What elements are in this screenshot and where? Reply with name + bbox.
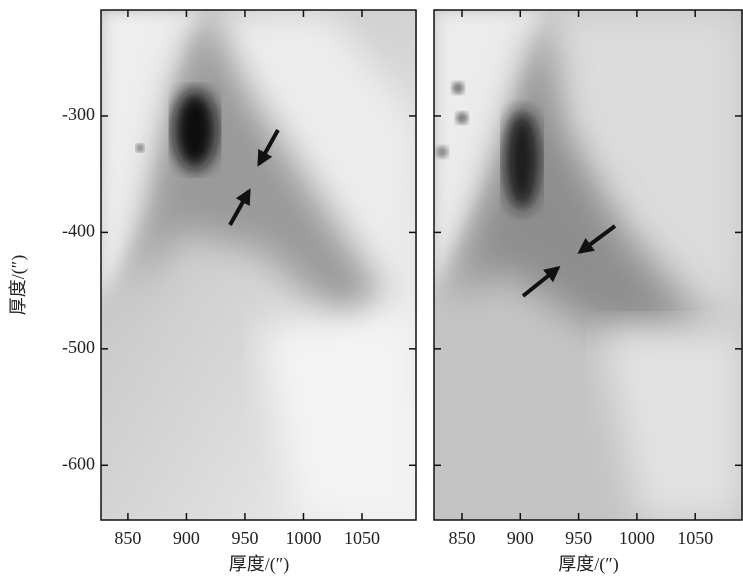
axes-frame: [100, 9, 417, 521]
x-tick-label: 1000: [619, 528, 655, 548]
arrows: [228, 129, 617, 298]
y-axis-label: 厚度/(″): [8, 255, 29, 316]
y-tick-label: -500: [62, 337, 95, 357]
axes-frame: [433, 9, 743, 521]
x-axis-label: 厚度/(″): [229, 554, 290, 575]
image-panel-2: [434, 10, 743, 520]
x-tick-label: 1050: [344, 528, 380, 548]
x-axis-label: 厚度/(″): [558, 554, 619, 575]
x-tick-label: 950: [565, 528, 592, 548]
y-tick-label: -400: [62, 221, 95, 241]
y-tick-label: -600: [62, 453, 95, 473]
x-tick-label: 1000: [285, 528, 321, 548]
x-tick-label: 900: [507, 528, 534, 548]
x-tick-label: 950: [231, 528, 258, 548]
x-tick-label: 850: [114, 528, 141, 548]
x-tick-label: 1050: [677, 528, 713, 548]
y-tick-label: -300: [62, 104, 95, 124]
x-tick-label: 900: [173, 528, 200, 548]
image-panel-1: [101, 10, 417, 520]
x-tick-label: 850: [448, 528, 475, 548]
